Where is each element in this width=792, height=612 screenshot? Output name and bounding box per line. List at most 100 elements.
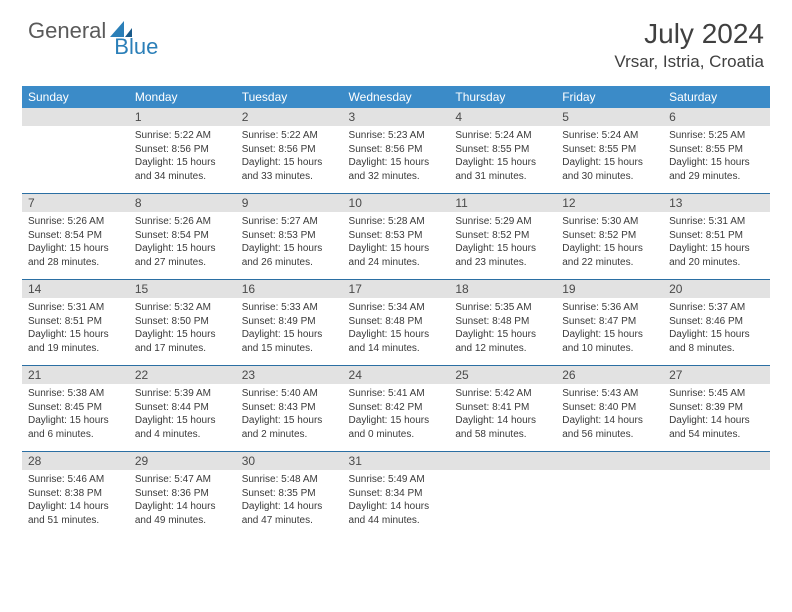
weekday-header-row: Sunday Monday Tuesday Wednesday Thursday… (22, 86, 770, 108)
day-info-line: Daylight: 15 hours (349, 414, 444, 428)
day-info-line: Sunrise: 5:27 AM (242, 215, 337, 229)
day-content-row: Sunrise: 5:26 AMSunset: 8:54 PMDaylight:… (22, 212, 770, 280)
calendar-table: Sunday Monday Tuesday Wednesday Thursday… (22, 86, 770, 537)
day-number-cell: 2 (236, 108, 343, 126)
weekday-header: Wednesday (343, 86, 450, 108)
day-info-line: and 47 minutes. (242, 514, 337, 528)
day-info-line: and 54 minutes. (669, 428, 764, 442)
day-number-cell: 20 (663, 280, 770, 299)
day-number-cell: 28 (22, 452, 129, 471)
day-info-line: Daylight: 14 hours (135, 500, 230, 514)
day-info-line: Sunrise: 5:23 AM (349, 129, 444, 143)
day-number-cell: 30 (236, 452, 343, 471)
day-number-cell: 9 (236, 194, 343, 213)
day-info-line: Sunset: 8:46 PM (669, 315, 764, 329)
day-info-line: Sunrise: 5:31 AM (28, 301, 123, 315)
weekday-header: Monday (129, 86, 236, 108)
day-info-line: Daylight: 15 hours (28, 242, 123, 256)
day-content-cell: Sunrise: 5:31 AMSunset: 8:51 PMDaylight:… (663, 212, 770, 280)
day-info-line: Daylight: 15 hours (349, 156, 444, 170)
day-info-line: Daylight: 15 hours (242, 242, 337, 256)
day-number-row: 78910111213 (22, 194, 770, 213)
day-info-line: Sunset: 8:52 PM (455, 229, 550, 243)
day-info-line: and 19 minutes. (28, 342, 123, 356)
day-info-line: Sunrise: 5:34 AM (349, 301, 444, 315)
day-info-line: Sunset: 8:52 PM (562, 229, 657, 243)
day-content-cell: Sunrise: 5:42 AMSunset: 8:41 PMDaylight:… (449, 384, 556, 452)
day-info-line: Sunset: 8:56 PM (242, 143, 337, 157)
day-content-cell: Sunrise: 5:22 AMSunset: 8:56 PMDaylight:… (129, 126, 236, 194)
day-info-line: and 23 minutes. (455, 256, 550, 270)
day-content-cell: Sunrise: 5:36 AMSunset: 8:47 PMDaylight:… (556, 298, 663, 366)
day-info-line: Sunset: 8:42 PM (349, 401, 444, 415)
day-content-cell: Sunrise: 5:32 AMSunset: 8:50 PMDaylight:… (129, 298, 236, 366)
day-info-line: Sunrise: 5:22 AM (135, 129, 230, 143)
day-info-line: Sunrise: 5:43 AM (562, 387, 657, 401)
day-info-line: Sunrise: 5:42 AM (455, 387, 550, 401)
day-info-line: Sunset: 8:56 PM (135, 143, 230, 157)
day-info-line: Sunrise: 5:45 AM (669, 387, 764, 401)
day-info-line: Sunset: 8:47 PM (562, 315, 657, 329)
day-content-cell: Sunrise: 5:30 AMSunset: 8:52 PMDaylight:… (556, 212, 663, 280)
day-content-cell: Sunrise: 5:24 AMSunset: 8:55 PMDaylight:… (556, 126, 663, 194)
day-content-cell (663, 470, 770, 537)
day-info-line: Sunset: 8:53 PM (349, 229, 444, 243)
day-content-cell: Sunrise: 5:37 AMSunset: 8:46 PMDaylight:… (663, 298, 770, 366)
day-number-cell: 14 (22, 280, 129, 299)
day-content-row: Sunrise: 5:31 AMSunset: 8:51 PMDaylight:… (22, 298, 770, 366)
day-info-line: Sunrise: 5:47 AM (135, 473, 230, 487)
day-info-line: Sunset: 8:56 PM (349, 143, 444, 157)
day-content-cell (556, 470, 663, 537)
day-info-line: Daylight: 15 hours (135, 328, 230, 342)
day-content-row: Sunrise: 5:46 AMSunset: 8:38 PMDaylight:… (22, 470, 770, 537)
day-info-line: Sunrise: 5:37 AM (669, 301, 764, 315)
day-info-line: Sunset: 8:55 PM (562, 143, 657, 157)
day-number-cell: 15 (129, 280, 236, 299)
day-content-cell: Sunrise: 5:27 AMSunset: 8:53 PMDaylight:… (236, 212, 343, 280)
weekday-header: Friday (556, 86, 663, 108)
day-info-line: and 31 minutes. (455, 170, 550, 184)
day-info-line: Daylight: 14 hours (242, 500, 337, 514)
day-info-line: Sunrise: 5:31 AM (669, 215, 764, 229)
logo-text-1: General (28, 18, 106, 44)
day-info-line: Sunrise: 5:40 AM (242, 387, 337, 401)
day-info-line: Sunrise: 5:35 AM (455, 301, 550, 315)
day-info-line: Daylight: 15 hours (562, 156, 657, 170)
day-number-cell: 25 (449, 366, 556, 385)
day-info-line: Sunset: 8:38 PM (28, 487, 123, 501)
day-content-cell: Sunrise: 5:47 AMSunset: 8:36 PMDaylight:… (129, 470, 236, 537)
day-info-line: Daylight: 15 hours (135, 414, 230, 428)
day-info-line: Sunrise: 5:38 AM (28, 387, 123, 401)
day-number-cell: 18 (449, 280, 556, 299)
day-number-cell: 8 (129, 194, 236, 213)
day-info-line: Sunset: 8:48 PM (349, 315, 444, 329)
day-info-line: and 28 minutes. (28, 256, 123, 270)
weekday-header: Thursday (449, 86, 556, 108)
day-content-cell: Sunrise: 5:38 AMSunset: 8:45 PMDaylight:… (22, 384, 129, 452)
day-info-line: and 30 minutes. (562, 170, 657, 184)
day-content-cell (22, 126, 129, 194)
day-number-cell: 27 (663, 366, 770, 385)
day-number-row: 123456 (22, 108, 770, 126)
day-number-cell: 3 (343, 108, 450, 126)
day-number-cell (663, 452, 770, 471)
day-info-line: Sunset: 8:50 PM (135, 315, 230, 329)
day-info-line: and 58 minutes. (455, 428, 550, 442)
day-info-line: Sunset: 8:44 PM (135, 401, 230, 415)
day-info-line: and 2 minutes. (242, 428, 337, 442)
day-info-line: and 56 minutes. (562, 428, 657, 442)
day-info-line: Sunset: 8:53 PM (242, 229, 337, 243)
day-info-line: Sunset: 8:48 PM (455, 315, 550, 329)
day-info-line: Daylight: 14 hours (562, 414, 657, 428)
weekday-header: Tuesday (236, 86, 343, 108)
day-content-row: Sunrise: 5:38 AMSunset: 8:45 PMDaylight:… (22, 384, 770, 452)
day-info-line: and 51 minutes. (28, 514, 123, 528)
day-info-line: Sunrise: 5:26 AM (28, 215, 123, 229)
day-info-line: and 49 minutes. (135, 514, 230, 528)
day-info-line: and 27 minutes. (135, 256, 230, 270)
day-number-row: 14151617181920 (22, 280, 770, 299)
day-info-line: Sunrise: 5:26 AM (135, 215, 230, 229)
day-info-line: Sunrise: 5:24 AM (562, 129, 657, 143)
day-number-cell: 26 (556, 366, 663, 385)
logo-text-2: Blue (114, 34, 158, 60)
